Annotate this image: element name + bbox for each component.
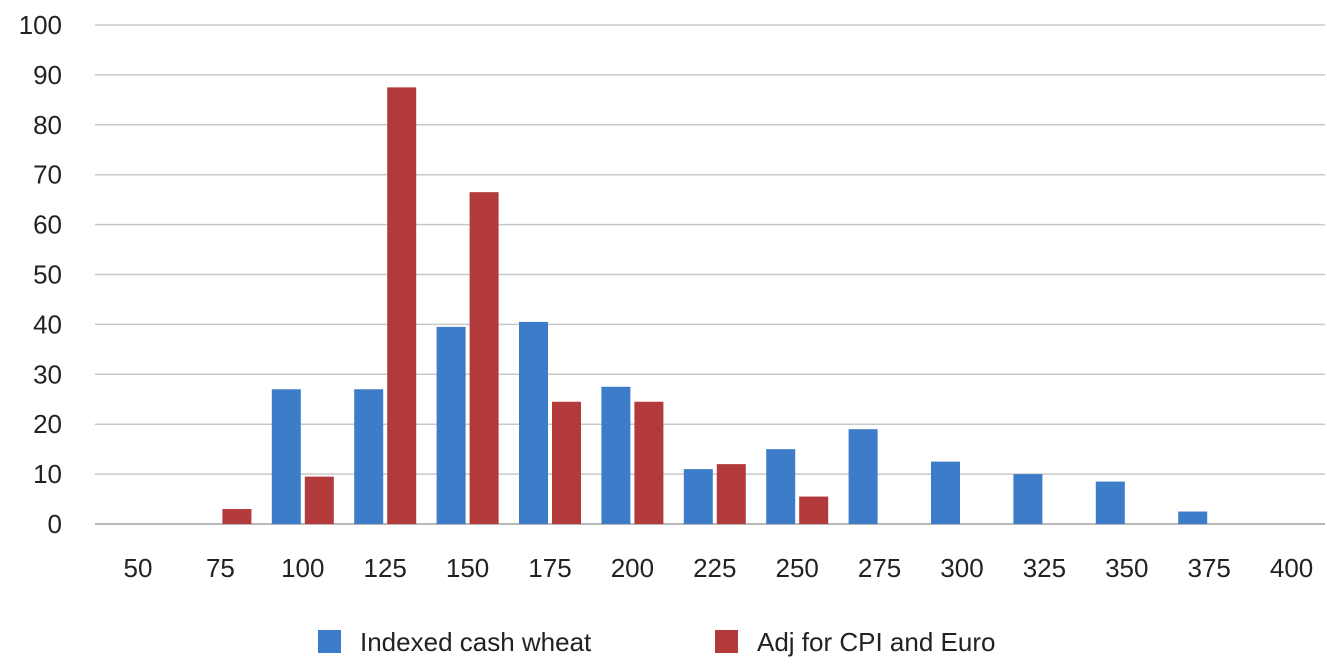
bar-indexed-cash-wheat-275	[848, 429, 878, 524]
x-tick-label: 200	[611, 553, 654, 583]
bar-indexed-cash-wheat-225	[683, 469, 713, 524]
bar-adj-cpi-euro-250	[799, 496, 829, 524]
legend-label: Indexed cash wheat	[360, 627, 592, 657]
y-tick-label: 20	[33, 409, 62, 439]
y-tick-label: 60	[33, 210, 62, 240]
x-tick-label: 225	[693, 553, 736, 583]
x-tick-label: 350	[1105, 553, 1148, 583]
bar-adj-cpi-euro-225	[716, 464, 746, 524]
x-tick-label: 125	[364, 553, 407, 583]
x-tick-label: 150	[446, 553, 489, 583]
legend-label: Adj for CPI and Euro	[757, 627, 995, 657]
y-tick-label: 50	[33, 260, 62, 290]
bar-indexed-cash-wheat-325	[1013, 474, 1043, 524]
bar-indexed-cash-wheat-200	[601, 386, 631, 524]
legend: Indexed cash wheat Adj for CPI and Euro	[318, 627, 995, 657]
bar-indexed-cash-wheat-375	[1178, 511, 1208, 524]
bar-indexed-cash-wheat-100	[271, 389, 301, 524]
legend-swatch	[318, 630, 341, 653]
bar-indexed-cash-wheat-125	[354, 389, 384, 524]
y-tick-label: 0	[48, 509, 62, 539]
bar-adj-cpi-euro-150	[469, 192, 499, 525]
y-tick-label: 40	[33, 309, 62, 339]
x-tick-label: 375	[1188, 553, 1231, 583]
x-axis-ticks: 50 75 100 125 150 175 200 225 250 275 300 325 350 375…	[124, 553, 1314, 583]
y-axis-ticks: 0 10 20 30 40 50 60 70 80 90 100	[19, 10, 62, 539]
bar-indexed-cash-wheat-150	[436, 326, 466, 524]
bar-indexed-cash-wheat-350	[1095, 481, 1125, 524]
x-tick-label: 300	[940, 553, 983, 583]
bar-adj-cpi-euro-175	[552, 401, 581, 524]
x-tick-label: 175	[528, 553, 571, 583]
y-tick-label: 100	[19, 10, 62, 40]
y-tick-label: 10	[33, 459, 62, 489]
x-tick-label: 50	[124, 553, 153, 583]
x-tick-label: 75	[206, 553, 235, 583]
bar-adj-cpi-euro-200	[634, 401, 664, 524]
bar-indexed-cash-wheat-250	[766, 449, 796, 524]
x-tick-label: 325	[1023, 553, 1066, 583]
bar-indexed-cash-wheat-175	[519, 321, 548, 524]
x-tick-label: 250	[776, 553, 819, 583]
bar-adj-cpi-euro-125	[387, 87, 417, 524]
x-tick-label: 275	[858, 553, 901, 583]
bars	[222, 87, 1208, 525]
y-tick-label: 90	[33, 60, 62, 90]
y-tick-label: 70	[33, 160, 62, 190]
bar-adj-cpi-euro-100	[304, 476, 334, 524]
legend-swatch	[715, 630, 738, 653]
bar-indexed-cash-wheat-300	[931, 461, 960, 524]
bar-adj-cpi-euro-75	[222, 509, 252, 524]
x-tick-label: 100	[281, 553, 324, 583]
y-tick-label: 30	[33, 359, 62, 389]
y-tick-label: 80	[33, 110, 62, 140]
x-tick-label: 400	[1270, 553, 1313, 583]
